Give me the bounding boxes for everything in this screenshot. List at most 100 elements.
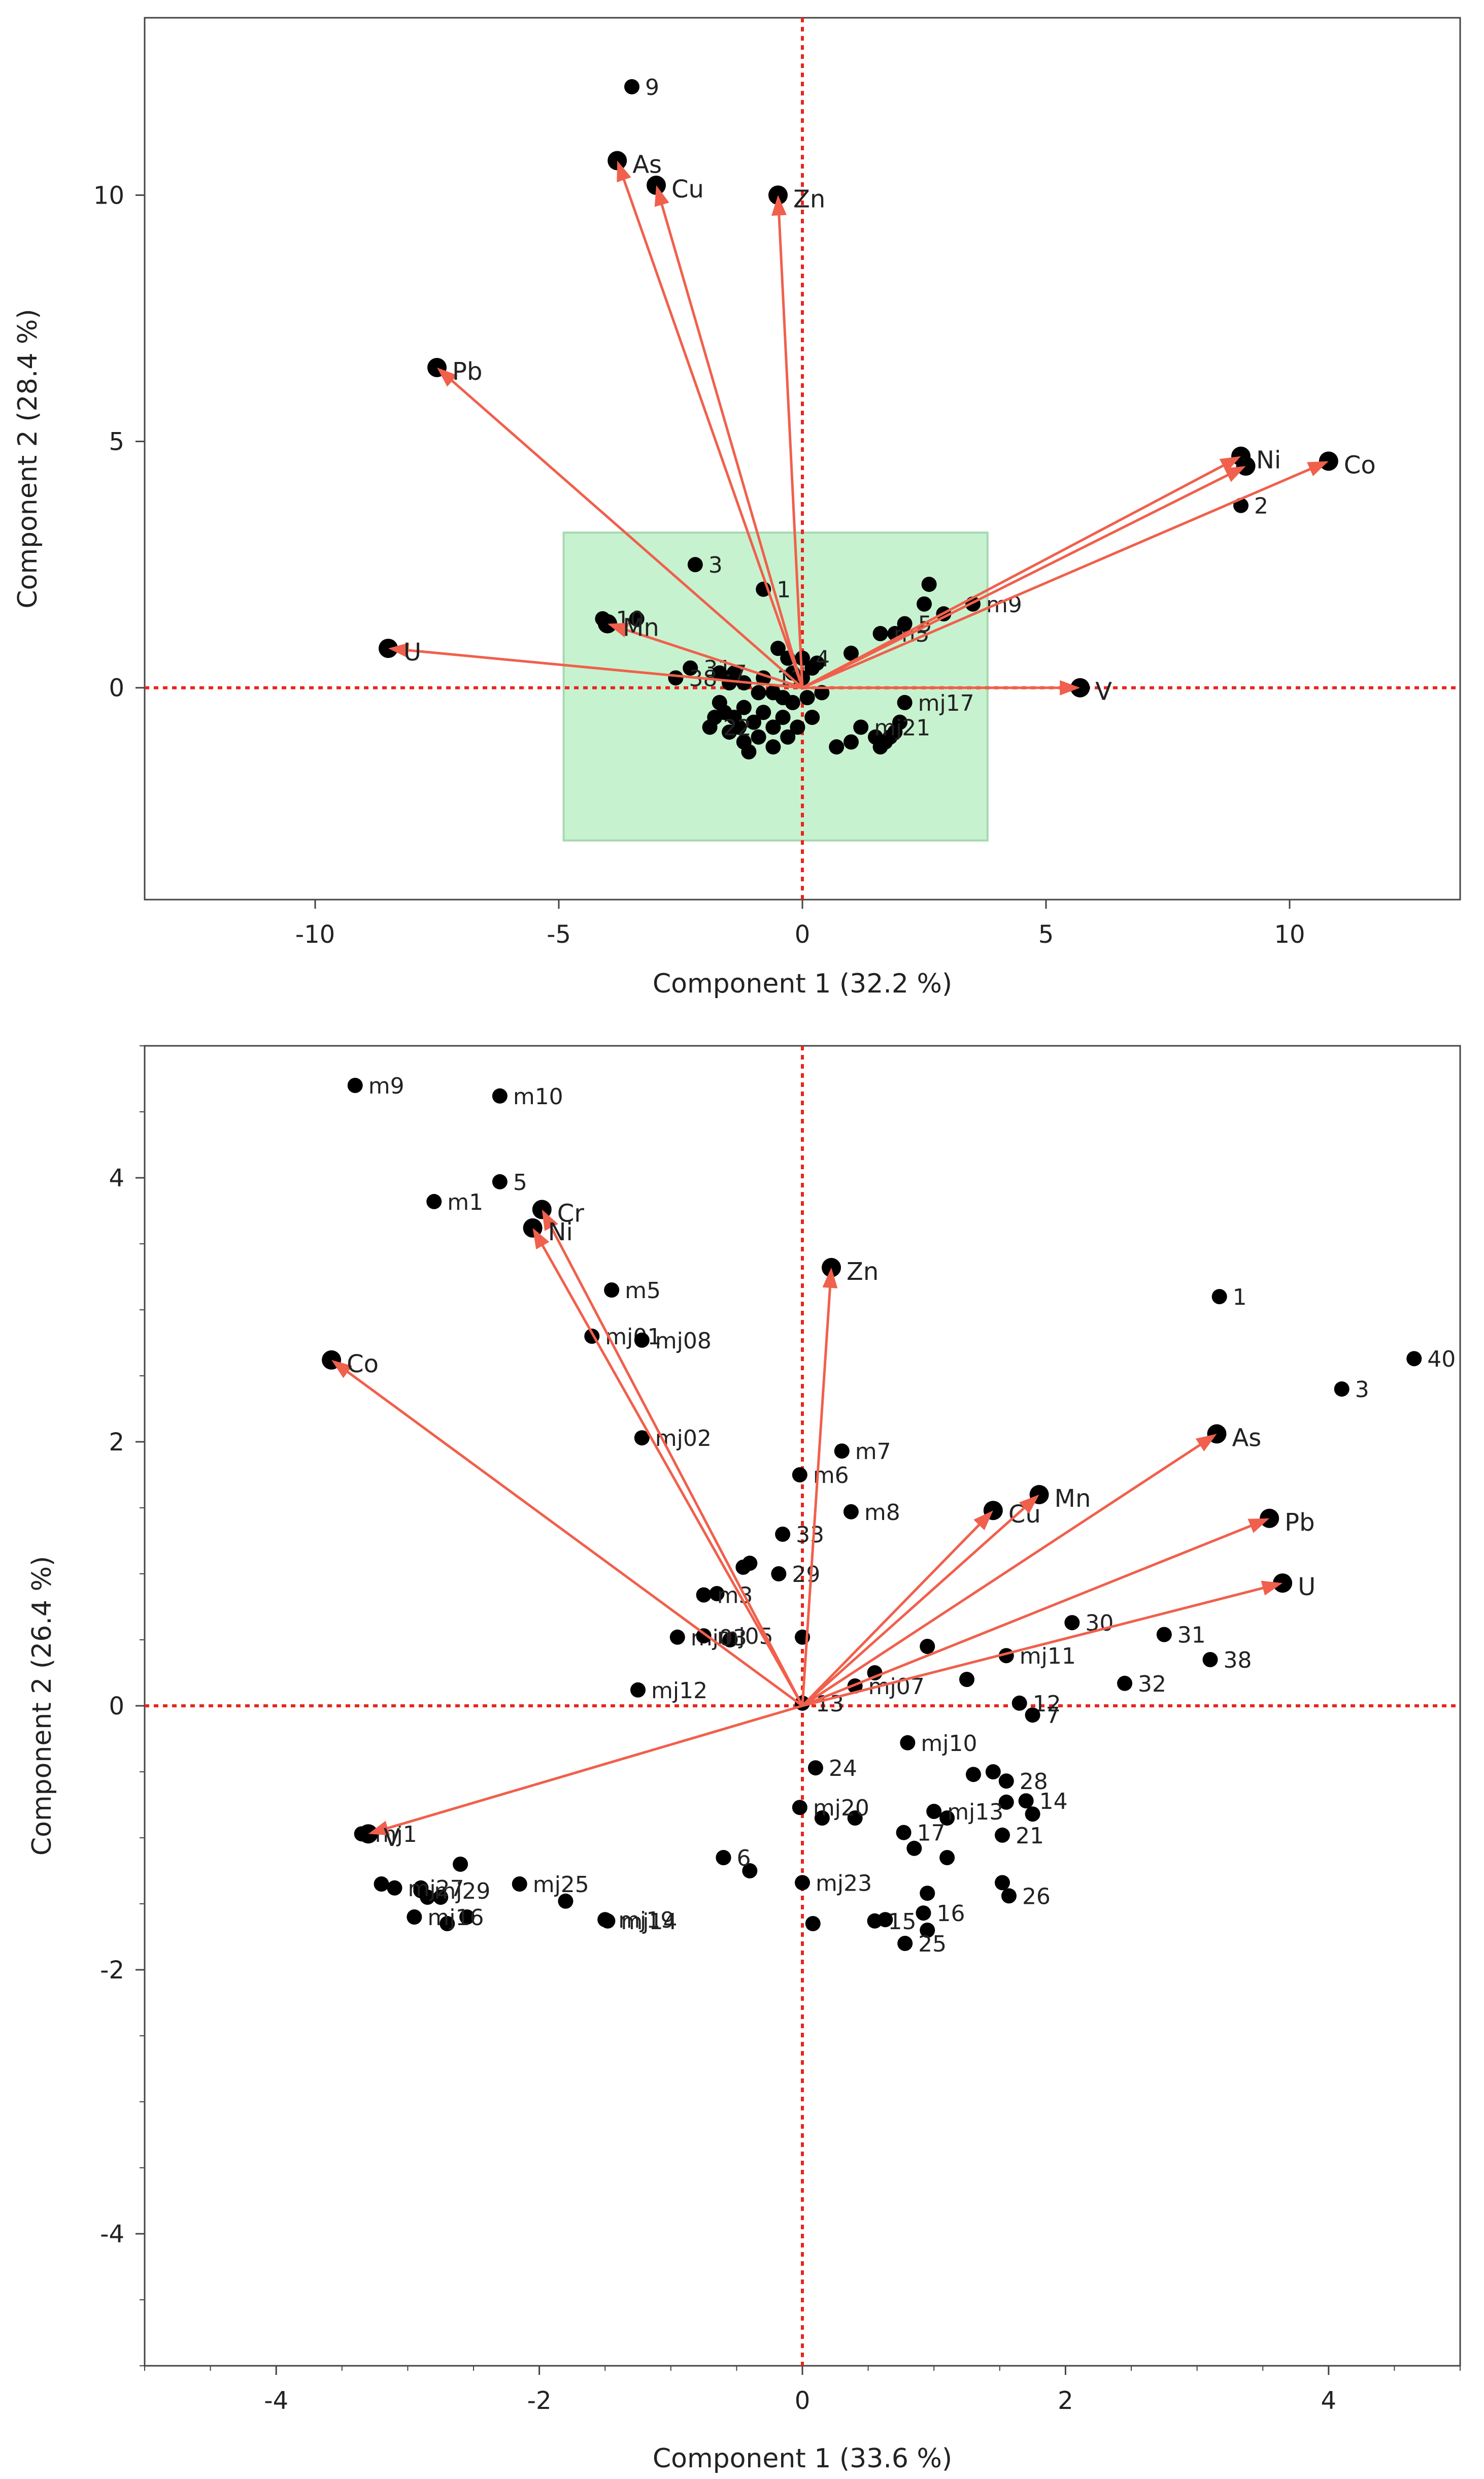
loading-arrow-head bbox=[542, 1209, 558, 1231]
loading-label: As bbox=[632, 150, 662, 179]
score-label: 16 bbox=[936, 1901, 965, 1927]
score-point bbox=[897, 1936, 913, 1951]
score-point bbox=[712, 665, 727, 681]
score-label: 2 bbox=[1254, 493, 1268, 519]
loading-label: Mn bbox=[1055, 1484, 1091, 1513]
loading-label: As bbox=[1232, 1424, 1261, 1452]
score-point bbox=[985, 1764, 1001, 1779]
loading-label: Pb bbox=[1285, 1508, 1314, 1537]
score-point bbox=[741, 744, 757, 759]
score-label: 9 bbox=[645, 75, 659, 101]
loading-label: Cr bbox=[557, 1199, 585, 1228]
loading-label: Co bbox=[1344, 451, 1376, 479]
score-label: 1 bbox=[1233, 1284, 1247, 1310]
y-tick-label: 0 bbox=[109, 674, 124, 703]
loading-arrow-head bbox=[1019, 1495, 1039, 1514]
score-point bbox=[896, 1825, 912, 1840]
score-point bbox=[634, 1430, 650, 1446]
score-point bbox=[731, 719, 747, 735]
score-point bbox=[426, 1194, 442, 1209]
score-point bbox=[1025, 1707, 1040, 1723]
loading-arrow bbox=[801, 1433, 1218, 1707]
y-tick-label: 2 bbox=[109, 1428, 124, 1457]
score-point bbox=[634, 1332, 650, 1348]
score-label: 25 bbox=[918, 1931, 947, 1957]
score-point bbox=[387, 1880, 402, 1896]
score-label: mj25 bbox=[533, 1872, 589, 1898]
score-label: 3 bbox=[1355, 1377, 1369, 1403]
score-label: mj23 bbox=[816, 1870, 872, 1896]
score-point bbox=[853, 719, 869, 735]
loading-label: Zn bbox=[847, 1258, 879, 1286]
score-point bbox=[775, 1527, 791, 1542]
loading-arrow bbox=[801, 1267, 833, 1706]
score-point bbox=[844, 645, 859, 661]
loading-arrow bbox=[801, 1494, 1040, 1707]
score-point bbox=[959, 1672, 974, 1687]
score-point bbox=[780, 729, 796, 745]
x-tick-label: 10 bbox=[1274, 920, 1305, 949]
loading-label: V bbox=[1095, 678, 1112, 706]
score-point bbox=[629, 611, 645, 626]
loading-arrow-head bbox=[1060, 680, 1081, 696]
loading-label: Cu bbox=[671, 175, 704, 204]
score-point bbox=[512, 1876, 527, 1892]
score-point bbox=[847, 1810, 863, 1826]
score-point bbox=[917, 596, 932, 612]
x-axis-title: Component 1 (33.6 %) bbox=[653, 2443, 952, 2474]
loading-arrow-head bbox=[388, 642, 410, 658]
score-label: mj02 bbox=[655, 1426, 712, 1451]
score-point bbox=[965, 1767, 981, 1782]
score-point bbox=[630, 1682, 646, 1698]
loading-arrow bbox=[802, 460, 1329, 689]
score-point bbox=[722, 675, 737, 691]
score-point bbox=[785, 695, 800, 710]
score-label: 29 bbox=[792, 1562, 820, 1588]
x-tick-label: 5 bbox=[1038, 920, 1054, 949]
score-label: mj08 bbox=[655, 1328, 712, 1354]
loading-arrow bbox=[541, 1209, 804, 1707]
loading-arrow-head bbox=[1224, 466, 1246, 482]
score-point bbox=[994, 1827, 1010, 1843]
loading-arrow-head bbox=[1307, 461, 1329, 476]
loading-arrow-head bbox=[331, 1360, 353, 1378]
score-label: m9 bbox=[368, 1073, 404, 1099]
loading-arrow bbox=[607, 622, 803, 689]
score-point bbox=[668, 670, 684, 686]
score-label: mj27 bbox=[408, 1876, 464, 1902]
x-tick-label: -2 bbox=[527, 2387, 552, 2415]
loading-arrow bbox=[531, 1227, 804, 1707]
score-point bbox=[994, 1875, 1010, 1891]
score-label: 22 bbox=[723, 715, 752, 741]
score-point bbox=[702, 719, 718, 735]
score-point bbox=[751, 729, 766, 745]
score-label: 7 bbox=[1046, 1703, 1060, 1729]
score-point bbox=[746, 714, 761, 730]
score-point bbox=[1211, 1289, 1227, 1304]
score-point bbox=[600, 1913, 616, 1929]
score-point bbox=[790, 719, 805, 735]
loading-label: Ni bbox=[1256, 446, 1281, 475]
loading-label: Mn bbox=[623, 614, 659, 642]
y-tick-label: 5 bbox=[109, 428, 124, 456]
score-label: mj14 bbox=[621, 1909, 677, 1935]
x-axis-title: Component 1 (32.2 %) bbox=[653, 969, 952, 999]
y-tick-label: 10 bbox=[93, 181, 124, 210]
score-point bbox=[770, 641, 786, 656]
x-tick-label: 2 bbox=[1058, 2387, 1073, 2415]
score-point bbox=[843, 1504, 859, 1519]
score-label: mj10 bbox=[921, 1731, 977, 1757]
score-label: mj12 bbox=[651, 1678, 707, 1704]
score-point bbox=[1025, 1806, 1040, 1822]
score-point bbox=[921, 576, 937, 592]
y-axis-title: Component 2 (28.4 %) bbox=[13, 309, 43, 608]
score-point bbox=[1018, 1793, 1034, 1809]
x-tick-label: 4 bbox=[1321, 2387, 1337, 2415]
score-point bbox=[897, 695, 913, 710]
score-point bbox=[792, 1467, 807, 1482]
score-point bbox=[920, 1923, 935, 1938]
score-point bbox=[492, 1088, 508, 1104]
score-point bbox=[998, 1794, 1014, 1810]
score-label: m7 bbox=[855, 1439, 891, 1465]
